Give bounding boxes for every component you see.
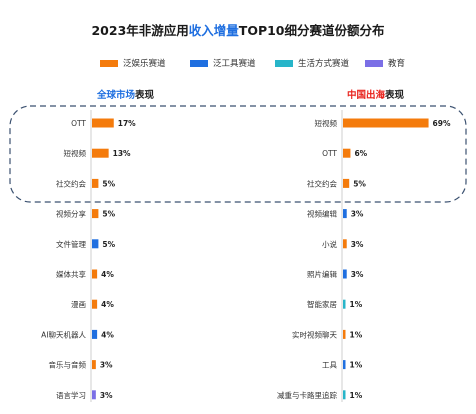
chart-title: 2023年非游应用收入增量TOP10细分赛道份额分布: [0, 20, 476, 39]
bar-global-2: [92, 178, 99, 188]
value-label-global-9: 3%: [100, 391, 113, 400]
legend-label: 泛工具赛道: [213, 59, 256, 69]
bar-global-3: [92, 209, 99, 219]
bar-china-6: [343, 299, 346, 309]
value-label-global-8: 3%: [100, 361, 113, 370]
bar-global-9: [92, 390, 96, 400]
legend-swatch: [190, 59, 208, 67]
legend-swatch: [100, 59, 118, 67]
title-highlight: 收入增量: [188, 23, 239, 38]
legend-label: 泛娱乐赛道: [123, 59, 166, 69]
bar-china-0: [343, 118, 429, 128]
value-label-global-1: 13%: [113, 149, 131, 158]
bar-global-6: [92, 299, 98, 309]
bar-global-5: [92, 269, 98, 279]
top3-highlight-frame: [9, 105, 467, 203]
panel-title-global-rest: 表现: [135, 90, 155, 101]
bar-china-8: [343, 360, 346, 370]
value-label-global-4: 5%: [102, 240, 115, 249]
bar-china-3: [343, 209, 347, 219]
category-label-global-4: 文件管理: [56, 239, 86, 249]
category-label-global-8: 音乐与音频: [49, 360, 87, 370]
category-label-global-2: 社交约会: [56, 178, 86, 188]
panel-title-china: 中国出海表现: [347, 87, 404, 101]
category-label-china-3: 视频编辑: [307, 209, 337, 219]
title-prefix: 2023年非游应用: [91, 23, 189, 38]
bar-global-1: [92, 148, 109, 158]
category-label-china-1: OTT: [322, 149, 337, 158]
panel-title-global: 全球市场表现: [97, 87, 154, 101]
category-label-china-7: 实时视频聊天: [292, 329, 337, 339]
category-label-global-9: 语言学习: [56, 390, 86, 400]
bar-china-4: [343, 239, 347, 249]
panel-title-global-highlight: 全球市场: [97, 90, 136, 101]
bar-china-7: [343, 329, 346, 339]
legend-label: 教育: [388, 59, 406, 69]
bar-china-5: [343, 269, 347, 279]
category-label-global-5: 媒体共享: [56, 269, 86, 279]
value-label-china-6: 1%: [350, 300, 363, 309]
bar-china-1: [343, 148, 351, 158]
category-label-china-6: 智能家居: [307, 299, 337, 309]
value-label-global-2: 5%: [102, 179, 115, 188]
category-label-china-8: 工具: [322, 361, 337, 370]
title-suffix: TOP10细分赛道份额分布: [238, 23, 385, 38]
panel-title-china-rest: 表现: [385, 90, 405, 101]
category-label-global-3: 视频分享: [56, 209, 86, 219]
value-label-china-4: 3%: [351, 240, 364, 249]
category-label-china-5: 照片编辑: [307, 269, 337, 279]
value-label-china-8: 1%: [350, 361, 363, 370]
legend-swatch: [275, 59, 293, 67]
bar-global-0: [92, 118, 114, 128]
bar-global-8: [92, 360, 96, 370]
bar-global-7: [92, 329, 98, 339]
bar-china-9: [343, 390, 346, 400]
category-label-china-4: 小说: [322, 239, 337, 249]
category-label-global-1: 短视频: [64, 148, 87, 158]
value-label-china-1: 6%: [354, 149, 367, 158]
legend-item-lifestyle: 生活方式赛道: [275, 57, 349, 69]
legend-item-tools: 泛工具赛道: [190, 57, 256, 69]
bar-china-2: [343, 178, 350, 188]
value-label-global-7: 4%: [101, 330, 114, 339]
value-label-china-3: 3%: [351, 210, 364, 219]
value-label-global-3: 5%: [102, 210, 115, 219]
value-label-global-5: 4%: [101, 270, 114, 279]
value-label-china-5: 3%: [351, 270, 364, 279]
category-label-global-7: AI聊天机器人: [41, 329, 86, 339]
bar-global-4: [92, 239, 99, 249]
panel-title-china-highlight: 中国出海: [347, 90, 386, 101]
category-label-china-0: 短视频: [315, 118, 338, 128]
category-label-china-9: 减重与卡路里追踪: [277, 390, 337, 400]
category-label-global-0: OTT: [71, 119, 86, 128]
legend-item-education: 教育: [365, 57, 405, 69]
legend-label: 生活方式赛道: [298, 59, 350, 69]
value-label-global-0: 17%: [118, 119, 136, 128]
value-label-global-6: 4%: [101, 300, 114, 309]
legend-swatch: [365, 59, 383, 67]
legend-item-entertainment: 泛娱乐赛道: [100, 57, 166, 69]
value-label-china-0: 69%: [433, 119, 451, 128]
value-label-china-2: 5%: [353, 179, 366, 188]
value-label-china-9: 1%: [350, 391, 363, 400]
category-label-global-6: 漫画: [71, 299, 86, 309]
value-label-china-7: 1%: [350, 330, 363, 339]
category-label-china-2: 社交约会: [307, 178, 337, 188]
